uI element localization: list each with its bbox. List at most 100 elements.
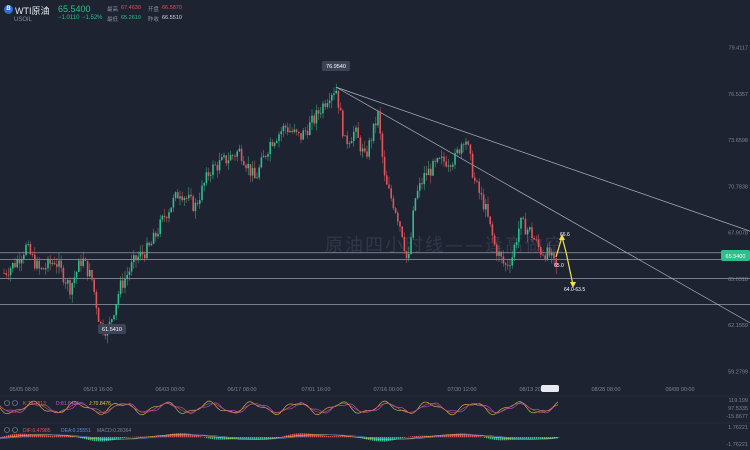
macd-histogram-bar <box>420 435 422 438</box>
macd-dif-label: DIF:0.47985 <box>23 428 51 434</box>
candle-body <box>16 259 18 268</box>
macd-histogram-bar <box>336 436 338 438</box>
macd-histogram-bar <box>42 435 44 438</box>
macd-histogram-bar <box>90 437 92 441</box>
macd-histogram-bar <box>528 437 530 439</box>
time-tick-label: 07/01 16:00 <box>301 387 330 393</box>
candle-body <box>465 141 467 145</box>
macd-histogram-bar <box>538 437 540 440</box>
candle-body <box>357 127 359 138</box>
macd-histogram-bar <box>430 435 432 438</box>
macd-histogram-bar <box>286 435 288 438</box>
candle-body <box>513 244 516 258</box>
macd-histogram-bar <box>244 437 246 440</box>
gear-icon <box>12 400 18 406</box>
macd-histogram-bar <box>276 437 278 439</box>
candle-body <box>100 321 102 324</box>
macd-histogram-bar <box>86 437 88 440</box>
macd-histogram-bar <box>64 435 66 438</box>
macd-histogram-bar <box>488 437 490 439</box>
candle-body <box>526 229 529 235</box>
candle-body <box>480 192 483 195</box>
macd-histogram-bar <box>252 437 254 440</box>
candle-body <box>471 153 474 178</box>
macd-histogram-bar <box>192 434 194 438</box>
macd-histogram-bar <box>126 437 128 438</box>
candle-body <box>212 164 214 175</box>
candle-body <box>265 155 267 157</box>
time-tick-label: 07/16 00:00 <box>373 387 402 393</box>
candle-body <box>436 158 439 162</box>
prev-close-label: 昨收 <box>148 17 160 23</box>
macd-histogram-bar <box>274 437 276 439</box>
macd-histogram-bar <box>542 437 544 440</box>
macd-histogram-bar <box>396 437 398 440</box>
candle-body <box>126 274 128 279</box>
candle-body <box>183 197 186 201</box>
candle-body <box>291 130 293 133</box>
candle-body <box>548 247 551 256</box>
candle-body <box>485 203 487 210</box>
candle-body <box>240 148 243 162</box>
macd-histogram-bar <box>204 437 206 438</box>
macd-histogram-bar <box>66 435 68 438</box>
macd-histogram-bar <box>476 435 478 438</box>
macd-histogram-bar <box>532 437 534 440</box>
candle-body <box>216 165 219 171</box>
candle-body <box>159 219 161 234</box>
macd-histogram-bar <box>332 436 334 438</box>
candle-body <box>317 110 320 114</box>
trendline[interactable] <box>335 86 750 324</box>
macd-histogram-bar <box>58 435 60 438</box>
candle-body <box>148 242 150 246</box>
candle-body <box>14 262 16 268</box>
macd-histogram-bar <box>432 435 434 438</box>
candle-body <box>313 115 315 124</box>
macd-histogram-bar <box>410 436 412 438</box>
candle-body <box>146 242 148 259</box>
macd-histogram-bar <box>334 436 336 438</box>
candle-body <box>271 141 274 147</box>
symbol-name[interactable]: WTI原油 <box>15 6 50 16</box>
candle-body <box>56 264 58 267</box>
macd-histogram-bar <box>154 436 156 438</box>
macd-histogram-bar <box>188 433 190 438</box>
candle-body <box>405 251 408 259</box>
macd-histogram-bar <box>254 437 256 440</box>
macd-histogram-bar <box>530 437 532 440</box>
time-cursor-chip <box>541 385 559 392</box>
macd-histogram-bar <box>28 434 30 438</box>
price-tick-label: 79.4117 <box>729 46 748 52</box>
eye-icon <box>4 400 10 406</box>
macd-histogram-bar <box>222 437 224 440</box>
candle-body <box>111 319 113 322</box>
macd-histogram-bar <box>54 435 56 438</box>
candle-body <box>427 168 430 176</box>
macd-histogram-bar <box>408 436 410 438</box>
candle-body <box>388 184 390 189</box>
candle-body <box>155 232 157 237</box>
macd-histogram-bar <box>112 437 114 441</box>
macd-histogram-bar <box>344 436 346 438</box>
candle-body <box>249 164 252 176</box>
candle-body <box>51 262 54 264</box>
macd-histogram-bar <box>268 437 270 440</box>
macd-histogram-bar <box>524 437 526 440</box>
candle-body <box>243 161 245 166</box>
candle-body <box>23 254 25 260</box>
candle-body <box>489 216 491 225</box>
macd-histogram-bar <box>84 437 86 440</box>
macd-histogram-bar <box>422 435 424 438</box>
support-resistance-lines <box>0 252 750 305</box>
macd-histogram-bar <box>124 437 126 438</box>
mid-target-label: 65.0 <box>554 263 564 269</box>
macd-histogram-bar <box>26 433 28 438</box>
macd-histogram-bar <box>194 434 196 438</box>
macd-histogram-bar <box>278 437 280 438</box>
trendline[interactable] <box>335 86 750 232</box>
candle-body <box>430 168 432 176</box>
macd-histogram-bar <box>258 437 260 440</box>
candle-body <box>306 130 309 136</box>
chevron-down-icon[interactable]: ▾ <box>45 6 49 12</box>
